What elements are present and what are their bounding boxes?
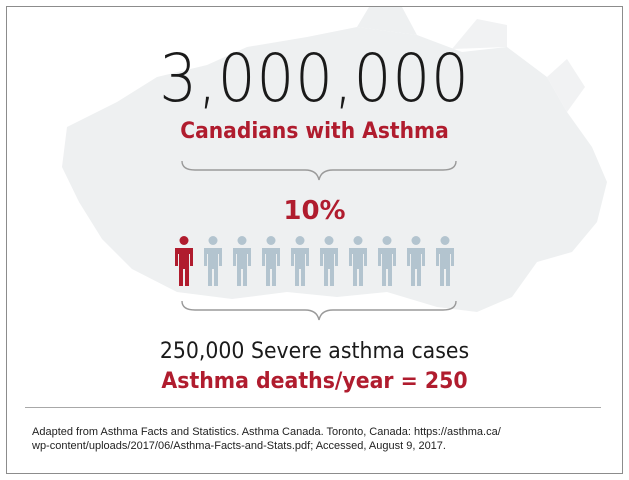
asthma-deaths-text: Asthma deaths/year = 250: [161, 369, 468, 394]
citation-text: Adapted from Asthma Facts and Statistics…: [32, 425, 602, 453]
person-icon: [204, 236, 222, 286]
citation-line-1: Adapted from Asthma Facts and Statistics…: [32, 426, 501, 438]
bottom-curly-brace: [181, 300, 457, 321]
asthma-population-number: 3,000,000: [159, 40, 470, 117]
citation-divider: [25, 407, 601, 408]
person-icon: [436, 236, 454, 286]
citation-line-2: wp-content/uploads/2017/06/Asthma-Facts-…: [32, 440, 446, 452]
person-icon: [320, 236, 338, 286]
person-icon: [291, 236, 309, 286]
person-icon: [262, 236, 280, 286]
top-curly-brace: [181, 160, 457, 181]
person-icon: [407, 236, 425, 286]
person-icon: [349, 236, 367, 286]
person-icon-row: [175, 236, 454, 286]
person-icon: [378, 236, 396, 286]
severe-percent-label: 10%: [283, 196, 346, 226]
person-icon-highlighted: [175, 236, 193, 286]
person-icon: [233, 236, 251, 286]
asthma-population-label: Canadians with Asthma: [180, 119, 449, 144]
severe-cases-text: 250,000 Severe asthma cases: [159, 339, 470, 364]
